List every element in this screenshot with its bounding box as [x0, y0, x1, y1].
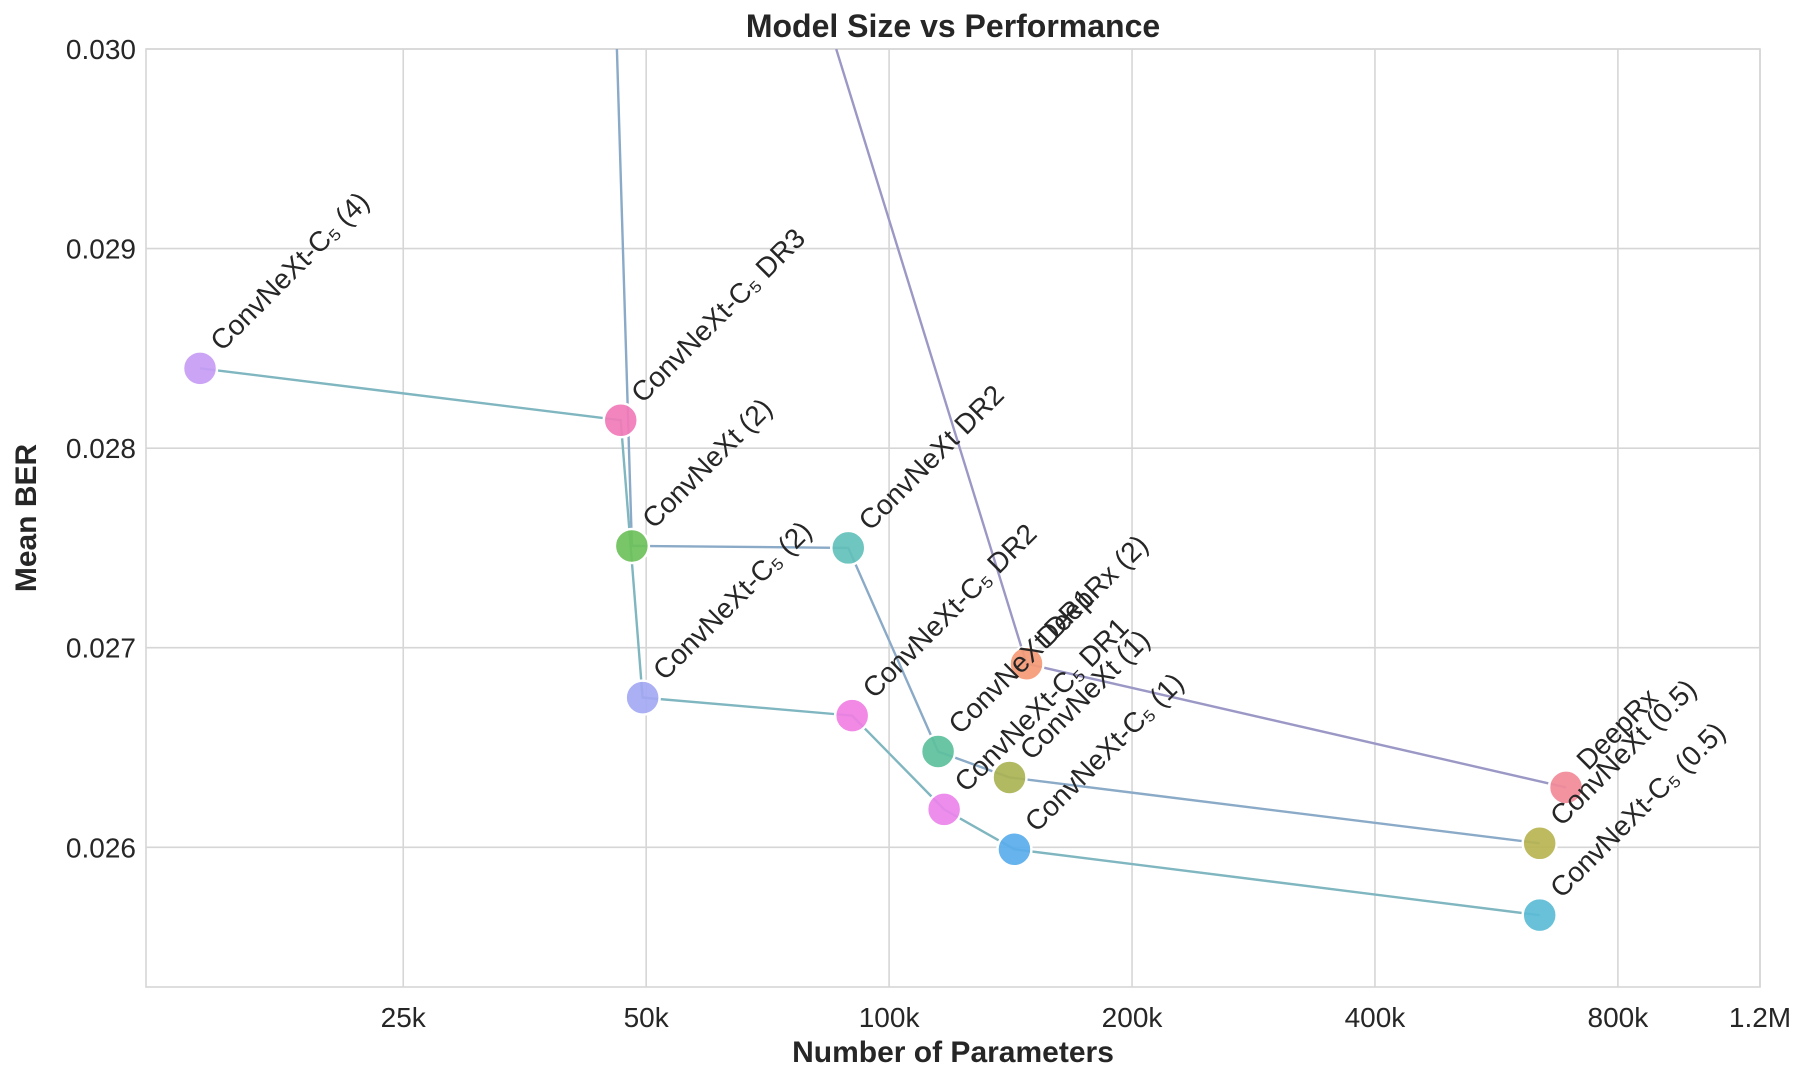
series-line-convnext-c5: [199, 367, 1540, 917]
point-convnext-c5-dr1: [925, 791, 963, 828]
data-points: [181, 350, 1585, 934]
y-tick-label: 0.026: [66, 832, 136, 863]
point-convnext-2: [613, 527, 651, 565]
point-convnext-0-5: [1521, 825, 1558, 862]
chart-title: Model Size vs Performance: [746, 8, 1160, 44]
point-convnext-c5-dr2: [833, 697, 871, 734]
point-convnext-c5-0-5: [1521, 896, 1558, 934]
point-convnext-1: [991, 759, 1028, 796]
point-convnext-c5-4: [181, 350, 219, 387]
point-label-convnext-c5-4: ConvNeXt-C₅ (4): [204, 186, 375, 357]
point-deeprx-2: [1008, 645, 1045, 682]
y-tick-labels: 0.026 0.027 0.028 0.029 0.030: [66, 34, 136, 863]
point-label-convnext-c5-dr3: ConvNeXt-C₅ DR3: [625, 222, 811, 408]
x-tick-label: 400k: [1345, 1002, 1407, 1033]
series-lines: [199, 49, 1567, 917]
x-tick-label: 100k: [859, 1002, 921, 1033]
x-tick-label: 1.2M: [1729, 1002, 1791, 1033]
series-line-convnext: [615, 49, 1540, 845]
point-convnext-c5-dr3: [602, 401, 639, 439]
point-convnext-dr1: [919, 733, 957, 770]
y-tick-label: 0.030: [66, 34, 136, 65]
x-tick-labels: 25k 50k 100k 200k 400k 800k 1.2M: [381, 1002, 1791, 1033]
x-tick-label: 50k: [624, 1002, 670, 1033]
point-label-convnext-2: ConvNeXt (2): [636, 392, 778, 534]
series-line-deeprx: [835, 49, 1567, 789]
grid-lines: [146, 48, 1761, 987]
point-convnext-dr2: [830, 529, 867, 567]
y-tick-label: 0.027: [66, 633, 136, 664]
point-label-convnext-c5-2: ConvNeXt-C₅ (2): [647, 515, 818, 686]
point-label-convnext-dr2: ConvNeXt DR2: [853, 379, 1010, 536]
point-convnext-c5-2: [624, 679, 661, 716]
x-axis-label: Number of Parameters: [792, 1036, 1114, 1069]
point-deeprx: [1547, 769, 1585, 806]
x-tick-label: 25k: [381, 1002, 427, 1033]
point-convnext-c5-1: [996, 831, 1033, 868]
x-tick-label: 200k: [1102, 1002, 1164, 1033]
y-axis-label: Mean BER: [10, 443, 43, 592]
x-tick-label: 800k: [1588, 1002, 1650, 1033]
plot-frame: [145, 48, 1761, 988]
y-tick-label: 0.028: [66, 433, 136, 464]
y-tick-label: 0.029: [66, 234, 136, 265]
